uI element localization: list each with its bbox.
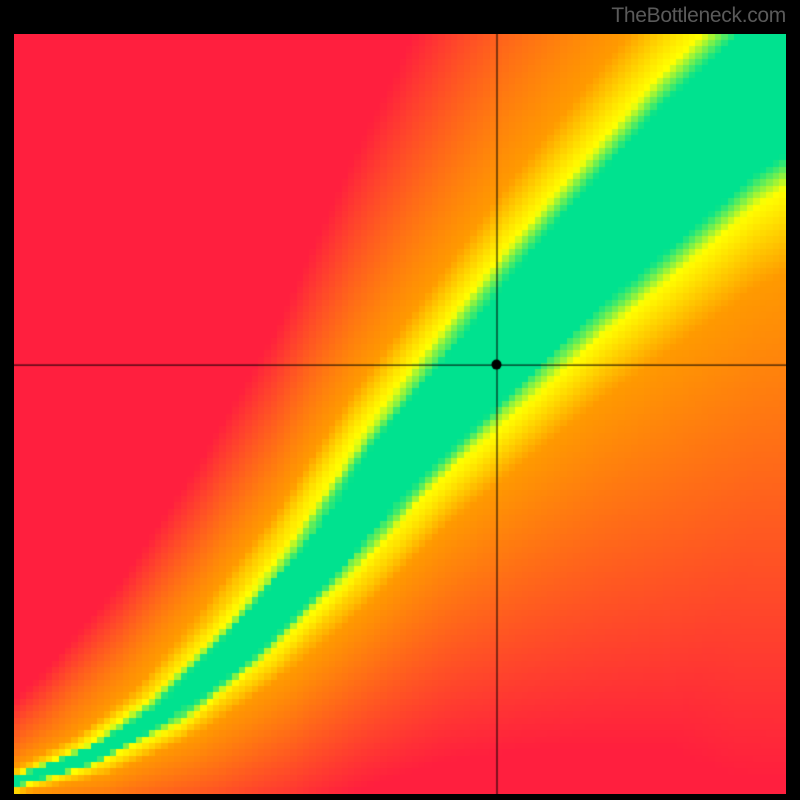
heatmap-frame bbox=[14, 34, 786, 794]
chart-container: TheBottleneck.com bbox=[0, 0, 800, 800]
attribution-text: TheBottleneck.com bbox=[611, 4, 786, 28]
heatmap-canvas bbox=[14, 34, 786, 794]
